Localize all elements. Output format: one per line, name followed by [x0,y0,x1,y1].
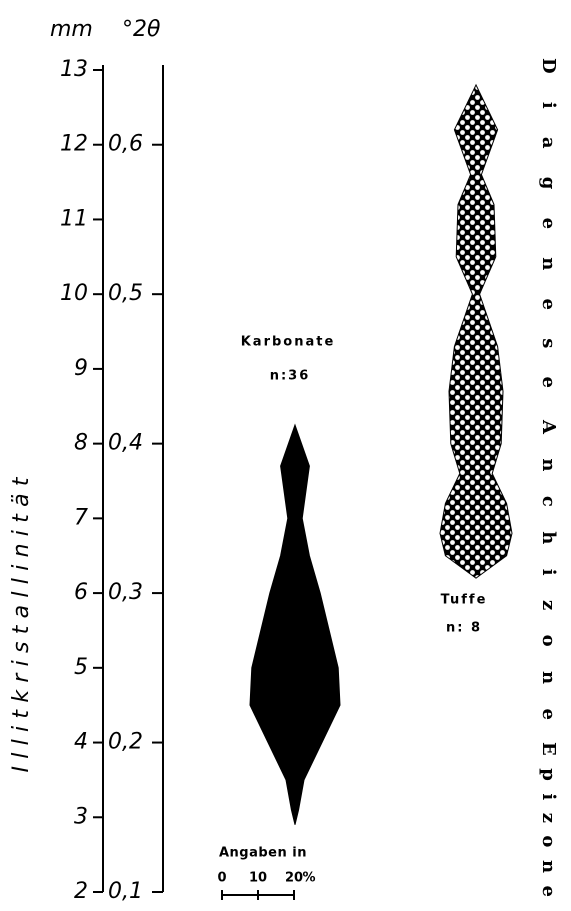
y-tick-label: 12 [60,132,88,157]
y2-tick-label: 0,3 [108,580,143,605]
y-tick-label: 9 [74,356,88,381]
scale-title: Angaben in [219,846,307,861]
axis-title: Illitkristallinität [9,476,34,772]
y-tick-label: 8 [74,431,88,456]
series-n: n: 8 [446,621,482,636]
kite [439,83,513,579]
zone-label: Anchizone [538,419,559,720]
scale-tick-label: 10 [249,871,267,886]
scale-tick-label: 0 [217,871,226,886]
y2-tick-label: 0,1 [108,879,143,904]
series-n: n:36 [270,369,311,384]
y2-tick-label: 0,6 [108,132,143,157]
y-tick-label: 4 [74,730,88,755]
y-tick-label: 3 [74,804,88,829]
zone-label: Epizone [538,742,559,897]
y-tick-label: 7 [74,505,88,530]
scale-tick-label: 20 [285,871,303,886]
y-tick-label: 6 [74,580,88,605]
y2-tick-label: 0,4 [108,431,143,456]
y2-label: °2θ [122,17,161,42]
y-tick-label: 5 [74,655,88,680]
zone-label: Diagenese [538,58,559,388]
y-label: mm [50,17,93,42]
y-tick-label: 11 [60,206,88,231]
y-tick-label: 10 [60,281,88,306]
series-name: Karbonate [241,335,336,350]
scale-unit: % [302,871,317,886]
y-tick-label: 2 [74,879,88,904]
y2-tick-label: 0,2 [108,730,143,755]
kite [249,423,341,825]
y2-tick-label: 0,5 [108,281,143,306]
y-tick-label: 13 [60,57,88,82]
series-name: Tuffe [441,593,488,608]
